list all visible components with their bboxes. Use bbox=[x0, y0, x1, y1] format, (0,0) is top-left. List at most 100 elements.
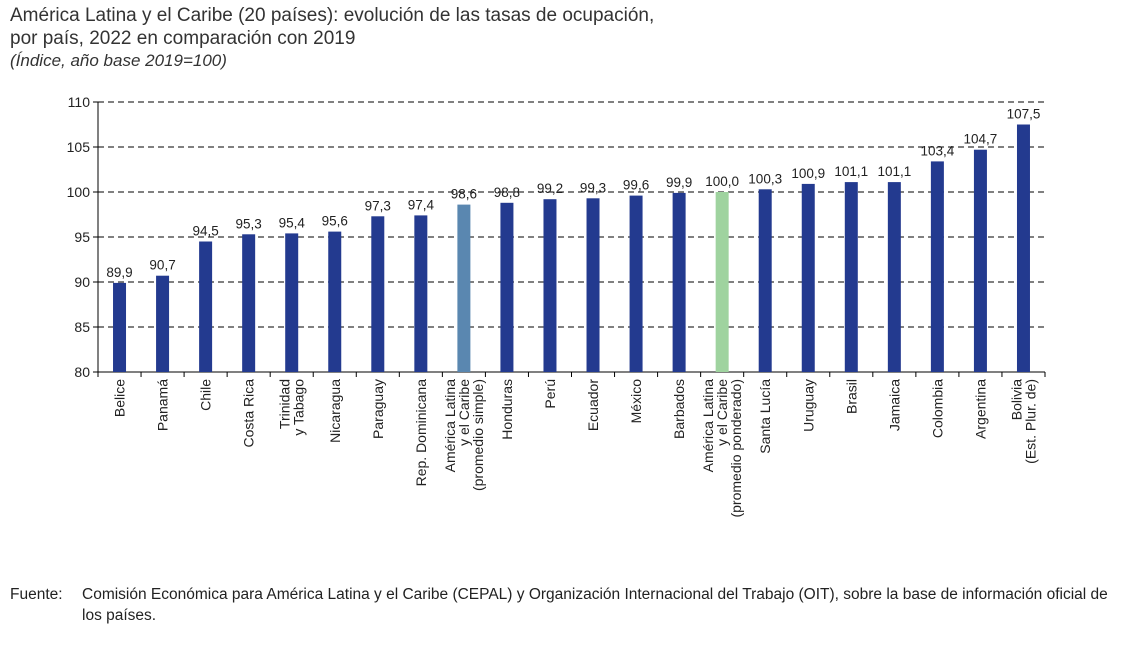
data-label: 103,4 bbox=[920, 143, 954, 158]
bar bbox=[844, 182, 858, 372]
category-label-line: América Latina bbox=[442, 379, 458, 473]
data-label: 99,9 bbox=[666, 175, 692, 190]
data-label: 98,8 bbox=[494, 185, 520, 200]
category-label-line: (Est. Plur. de) bbox=[1022, 379, 1038, 464]
category-label: Chile bbox=[198, 379, 214, 411]
category-label-line: Brasil bbox=[843, 379, 859, 414]
bar bbox=[457, 204, 471, 372]
category-label-line: Ecuador bbox=[585, 379, 601, 431]
category-label: Trinidady Tabago bbox=[277, 379, 307, 436]
category-label-line: Argentina bbox=[972, 379, 988, 439]
category-label: Brasil bbox=[843, 379, 859, 414]
bar bbox=[113, 282, 127, 372]
data-label: 100,9 bbox=[791, 166, 825, 181]
category-label-line: Panamá bbox=[155, 379, 171, 431]
y-tick-label: 95 bbox=[74, 229, 90, 245]
category-label-line: Costa Rica bbox=[241, 379, 257, 448]
bar bbox=[887, 182, 901, 372]
bar bbox=[156, 275, 170, 372]
source-text: Comisión Económica para América Latina y… bbox=[82, 586, 1108, 624]
category-label-line: México bbox=[628, 379, 644, 424]
category-label: Rep. Dominicana bbox=[413, 379, 429, 487]
category-label-line: Honduras bbox=[499, 379, 515, 440]
bar bbox=[758, 189, 772, 372]
category-label: Belice bbox=[112, 379, 128, 417]
category-label-line: Jamaica bbox=[886, 379, 902, 431]
title-line-2: por país, 2022 en comparación con 2019 bbox=[10, 28, 356, 49]
bar bbox=[973, 149, 987, 372]
bar bbox=[672, 192, 686, 372]
category-label: Costa Rica bbox=[241, 379, 257, 448]
category-label-line: Rep. Dominicana bbox=[413, 379, 429, 487]
category-label: Colombia bbox=[929, 379, 945, 438]
bar bbox=[328, 231, 342, 372]
category-label-line: Trinidad bbox=[277, 379, 293, 429]
bar bbox=[629, 195, 643, 372]
category-label: Uruguay bbox=[800, 379, 816, 432]
data-label: 100,3 bbox=[748, 171, 782, 186]
source-note: Fuente: Comisión Económica para América … bbox=[10, 584, 1125, 626]
category-label: Ecuador bbox=[585, 379, 601, 431]
category-label-line: Uruguay bbox=[800, 379, 816, 432]
bar bbox=[586, 198, 600, 372]
category-label-line: Perú bbox=[542, 379, 558, 409]
data-label: 97,3 bbox=[365, 198, 391, 213]
data-label: 89,9 bbox=[106, 265, 132, 280]
bar bbox=[371, 216, 385, 372]
data-label: 101,1 bbox=[834, 164, 868, 179]
title-line-1: América Latina y el Caribe (20 países): … bbox=[10, 5, 655, 26]
bar bbox=[930, 161, 944, 372]
y-tick-label: 105 bbox=[67, 139, 91, 155]
data-label: 99,2 bbox=[537, 181, 563, 196]
category-label: México bbox=[628, 379, 644, 424]
data-label: 99,6 bbox=[623, 178, 649, 193]
category-label-line: Bolivia bbox=[1008, 379, 1024, 420]
category-label-line: Barbados bbox=[671, 379, 687, 439]
category-label: Paraguay bbox=[370, 379, 386, 439]
category-label-line: Paraguay bbox=[370, 379, 386, 439]
bar bbox=[1016, 124, 1030, 372]
category-label: América Latinay el Caribe(promedio simpl… bbox=[442, 379, 486, 491]
category-label-line: Chile bbox=[198, 379, 214, 411]
data-label: 90,7 bbox=[149, 258, 175, 273]
category-label-line: Colombia bbox=[929, 379, 945, 438]
data-label: 100,0 bbox=[705, 174, 739, 189]
category-label: Argentina bbox=[972, 379, 988, 439]
category-label: América Latinay el Caribe(promedio ponde… bbox=[700, 379, 744, 518]
data-label: 107,5 bbox=[1007, 107, 1041, 122]
data-label: 97,4 bbox=[408, 197, 435, 212]
data-label: 104,7 bbox=[964, 132, 998, 147]
bar bbox=[414, 215, 428, 372]
bar bbox=[500, 202, 514, 372]
bar bbox=[285, 233, 299, 372]
category-label: Bolivia(Est. Plur. de) bbox=[1008, 379, 1038, 464]
category-label-line: (promedio ponderado) bbox=[728, 379, 744, 518]
category-label: Barbados bbox=[671, 379, 687, 439]
y-tick-label: 100 bbox=[67, 184, 91, 200]
y-tick-label: 85 bbox=[74, 319, 90, 335]
bar-chart: 80 85 90 95 100 105 110 89,9 Belice 90,7 Panamá 94,… bbox=[67, 94, 1046, 518]
data-label: 95,4 bbox=[279, 215, 306, 230]
data-label: 95,6 bbox=[322, 214, 348, 229]
category-label: Honduras bbox=[499, 379, 515, 440]
data-label: 95,3 bbox=[236, 216, 262, 231]
category-label: Nicaragua bbox=[327, 379, 343, 443]
source-label: Fuente: bbox=[10, 586, 63, 603]
category-label-line: Nicaragua bbox=[327, 379, 343, 443]
y-tick-label: 110 bbox=[68, 94, 91, 110]
bar bbox=[242, 234, 256, 372]
data-label: 101,1 bbox=[877, 164, 911, 179]
category-label: Santa Lucía bbox=[757, 379, 773, 454]
data-label: 98,6 bbox=[451, 187, 477, 202]
category-label-line: Belice bbox=[112, 379, 128, 417]
bar bbox=[715, 192, 729, 372]
bar bbox=[801, 183, 815, 372]
data-label: 94,5 bbox=[192, 224, 218, 239]
y-tick-label: 80 bbox=[74, 364, 90, 380]
category-label-line: América Latina bbox=[700, 379, 716, 473]
category-label-line: Santa Lucía bbox=[757, 379, 773, 454]
chart-subtitle: (Índice, año base 2019=100) bbox=[10, 51, 227, 70]
category-label: Jamaica bbox=[886, 379, 902, 431]
bar bbox=[543, 199, 557, 372]
category-label-line: y Tabago bbox=[291, 379, 307, 436]
